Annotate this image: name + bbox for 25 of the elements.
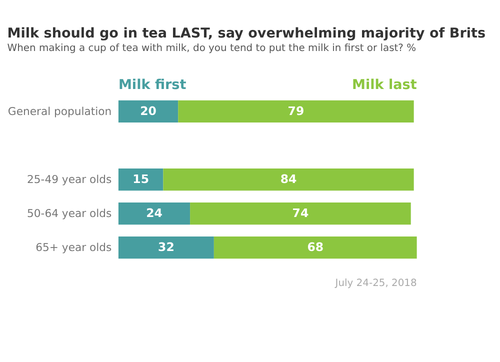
bar	[214, 236, 417, 259]
bar	[178, 100, 414, 123]
y-tick-label: 65+ year olds	[36, 241, 112, 254]
y-tick-label: General population	[8, 105, 112, 118]
data-label: 84	[280, 172, 297, 186]
data-label: 68	[307, 240, 324, 254]
data-label: 79	[288, 104, 304, 118]
y-tick-label: 50-64 year olds	[27, 207, 112, 220]
series-label: Milk first	[118, 77, 187, 94]
data-label: 32	[158, 240, 174, 254]
bar	[118, 202, 190, 225]
chart-subtitle: When making a cup of tea with milk, do you tend to put the milk in first or last? %	[7, 43, 416, 54]
data-label: 20	[140, 104, 156, 118]
bar	[118, 100, 178, 123]
chart-title: Milk should go in tea LAST, say overwhelming majority of Brits	[7, 26, 486, 42]
bar	[118, 168, 164, 191]
bar	[190, 202, 411, 225]
y-tick-label: 25-49 year olds	[27, 173, 112, 186]
bar	[118, 236, 214, 259]
text: July 24-25, 2018	[334, 278, 417, 290]
data-label: 74	[292, 206, 309, 220]
data-label: 15	[132, 172, 149, 186]
data-label: 24	[146, 206, 162, 220]
series-label: Milk last	[352, 77, 418, 94]
bar	[163, 168, 414, 191]
